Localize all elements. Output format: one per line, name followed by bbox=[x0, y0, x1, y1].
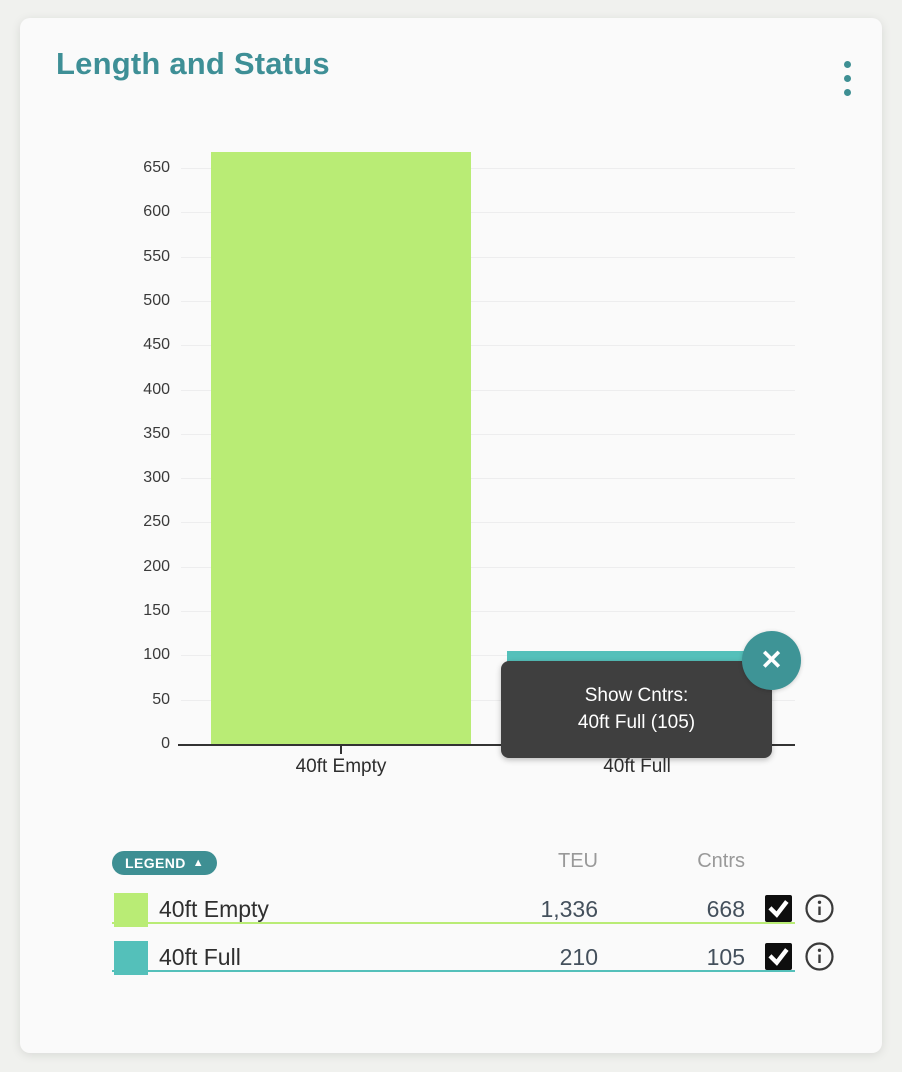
collapse-arrow-icon: ▲ bbox=[192, 857, 205, 869]
show-cntrs-tooltip[interactable]: Show Cntrs: 40ft Full (105) bbox=[501, 661, 772, 758]
legend-toggle-button[interactable]: LEGEND ▲ bbox=[112, 851, 218, 875]
y-axis-tick-label: 550 bbox=[143, 247, 170, 265]
cntrs-value: 105 bbox=[706, 944, 745, 970]
cntrs-value: 668 bbox=[706, 896, 745, 922]
y-axis-tick-label: 100 bbox=[143, 646, 170, 664]
column-header-cntrs: Cntrs bbox=[697, 850, 745, 872]
y-gridline bbox=[181, 655, 795, 657]
legend-toggle-label: LEGEND bbox=[125, 855, 186, 871]
y-axis-tick-label: 400 bbox=[143, 380, 170, 398]
legend-color-swatch bbox=[114, 893, 148, 927]
info-icon[interactable] bbox=[804, 941, 835, 972]
teu-value: 1,336 bbox=[540, 896, 598, 922]
teu-value: 210 bbox=[559, 944, 598, 970]
series-visibility-checkbox[interactable] bbox=[765, 943, 792, 970]
y-axis-tick-label: 250 bbox=[143, 513, 170, 531]
y-gridline bbox=[181, 478, 795, 480]
close-icon: ✕ bbox=[760, 645, 783, 675]
legend-row-underline bbox=[112, 970, 795, 972]
checkmark-icon bbox=[768, 900, 789, 918]
y-gridline bbox=[181, 522, 795, 524]
info-icon[interactable] bbox=[804, 893, 835, 924]
legend-series-label: 40ft Empty bbox=[159, 896, 269, 922]
y-gridline bbox=[181, 345, 795, 347]
y-axis-tick-label: 500 bbox=[143, 291, 170, 309]
legend-color-swatch bbox=[114, 941, 148, 975]
column-header-teu: TEU bbox=[558, 850, 598, 872]
y-gridline bbox=[181, 566, 795, 568]
checkmark-icon bbox=[768, 948, 789, 966]
kebab-vertical-icon bbox=[843, 74, 851, 82]
y-gridline bbox=[181, 212, 795, 214]
legend-row: 40ft Empty 1,336 668 bbox=[0, 893, 902, 933]
x-axis-tick bbox=[340, 746, 342, 754]
y-gridline bbox=[181, 389, 795, 391]
y-axis-tick-label: 450 bbox=[143, 336, 170, 354]
tooltip-line2: 40ft Full (105) bbox=[577, 712, 696, 733]
kebab-vertical-icon bbox=[843, 60, 851, 68]
y-gridline bbox=[181, 256, 795, 258]
legend-row: 40ft Full 210 105 bbox=[0, 941, 902, 981]
kebab-menu-button[interactable] bbox=[836, 54, 858, 102]
y-gridline bbox=[181, 699, 795, 701]
tooltip-line1: Show Cntrs: bbox=[584, 685, 689, 706]
y-axis-tick-label: 350 bbox=[143, 424, 170, 442]
x-axis-line bbox=[178, 744, 795, 746]
y-axis-tick-label: 650 bbox=[143, 159, 170, 176]
y-axis-tick-label: 150 bbox=[143, 602, 170, 620]
y-axis-tick-label: 600 bbox=[143, 203, 170, 221]
y-gridline bbox=[181, 433, 795, 435]
tooltip-close-button[interactable]: ✕ bbox=[742, 631, 801, 690]
y-axis-tick-label: 50 bbox=[152, 690, 170, 708]
y-axis-tick-label: 300 bbox=[143, 469, 170, 487]
page-title: Length and Status bbox=[56, 46, 330, 81]
y-gridline bbox=[181, 611, 795, 613]
x-axis-category-label: 40ft Empty bbox=[295, 756, 387, 777]
legend-series-label: 40ft Full bbox=[159, 944, 241, 970]
bar-40ft-empty[interactable] bbox=[211, 152, 471, 744]
x-axis-category-label: 40ft Full bbox=[603, 756, 671, 777]
y-gridline bbox=[181, 168, 795, 169]
series-visibility-checkbox[interactable] bbox=[765, 895, 792, 922]
y-gridline bbox=[181, 300, 795, 302]
legend-row-underline bbox=[112, 922, 795, 924]
y-axis-tick-label: 200 bbox=[143, 557, 170, 575]
kebab-vertical-icon bbox=[843, 88, 851, 96]
y-axis-tick-label: 0 bbox=[161, 735, 170, 752]
